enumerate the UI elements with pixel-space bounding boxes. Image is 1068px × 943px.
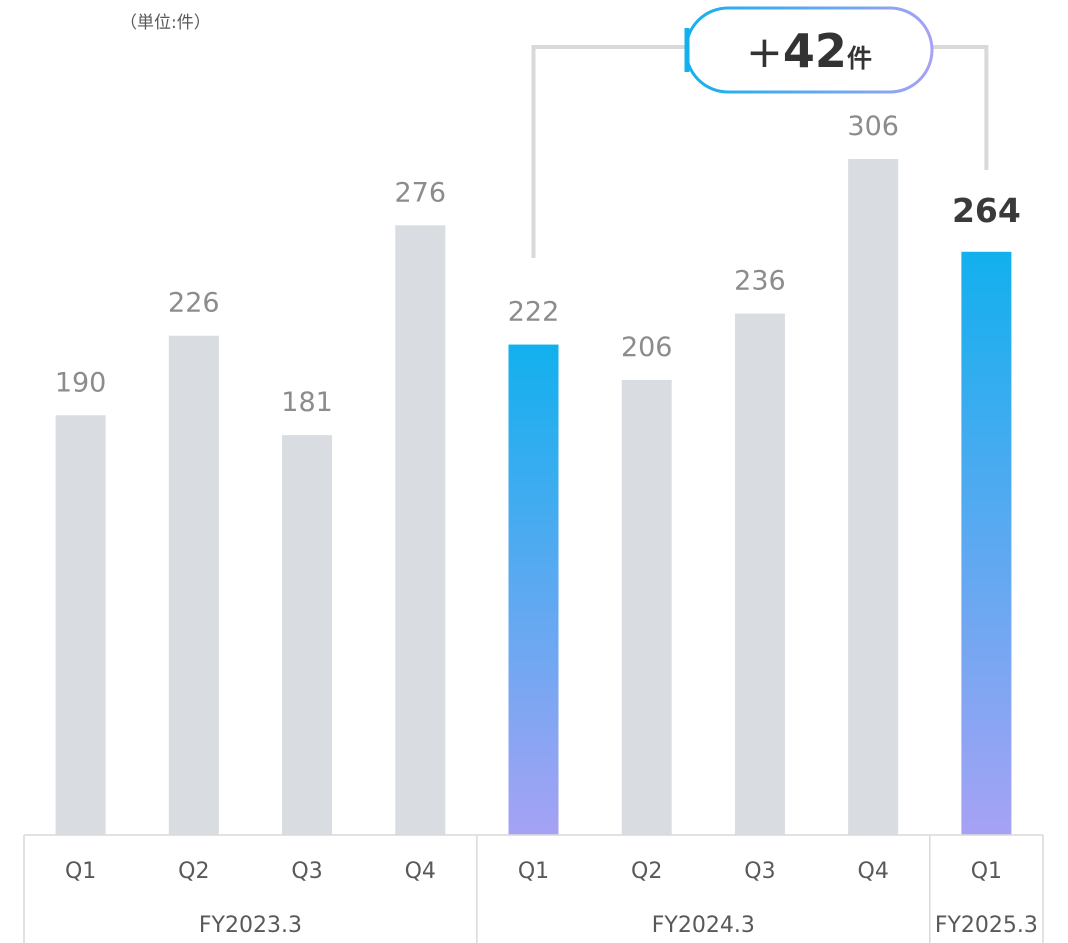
category-axis: Q1 Q2 Q3 Q4 Q1 Q2 Q3 Q4 Q1 FY2023.3 FY2024.3 FY2025… xyxy=(23,834,1044,943)
tick-label-1: Q1 xyxy=(65,859,96,884)
value-label-1: 190 xyxy=(55,367,107,398)
difference-sign: + xyxy=(746,27,783,78)
unit-label: （単位:件） xyxy=(120,13,211,33)
value-label-4: 276 xyxy=(395,177,447,208)
bar-6 xyxy=(621,379,672,835)
tick-label-6: Q2 xyxy=(631,859,662,884)
value-label-2: 226 xyxy=(168,288,220,319)
group-label-3: FY2025.3 xyxy=(935,913,1038,938)
bars-layer xyxy=(55,159,1012,836)
bar-1 xyxy=(55,415,106,835)
tick-label-2: Q2 xyxy=(178,859,209,884)
bar-3 xyxy=(282,435,333,835)
group-label-1: FY2023.3 xyxy=(199,913,302,938)
tick-label-8: Q4 xyxy=(858,859,889,884)
bar-4 xyxy=(395,225,446,835)
value-label-6: 206 xyxy=(621,332,673,363)
tick-label-9: Q1 xyxy=(971,859,1002,884)
value-label-3: 181 xyxy=(281,387,333,418)
group-label-2: FY2024.3 xyxy=(652,913,755,938)
difference-number: 42 xyxy=(783,24,847,78)
value-label-7: 236 xyxy=(734,266,786,297)
tick-label-4: Q4 xyxy=(405,859,436,884)
bar-2 xyxy=(168,335,219,835)
bar-9 xyxy=(961,251,1012,836)
value-label-5: 222 xyxy=(508,297,560,328)
value-label-8: 306 xyxy=(847,111,899,142)
tick-label-7: Q3 xyxy=(744,859,775,884)
bar-7 xyxy=(734,313,785,836)
difference-badge: +42件 xyxy=(684,6,934,94)
difference-label: +42件 xyxy=(746,24,872,78)
tick-label-5: Q1 xyxy=(518,859,549,884)
bar-5 xyxy=(508,344,559,835)
tick-label-3: Q3 xyxy=(291,859,322,884)
value-label-9: 264 xyxy=(952,191,1021,230)
value-labels-layer: 190 226 181 276 222 206 236 306 264 xyxy=(55,111,1021,418)
bar-8 xyxy=(848,159,899,835)
difference-unit: 件 xyxy=(847,44,872,73)
